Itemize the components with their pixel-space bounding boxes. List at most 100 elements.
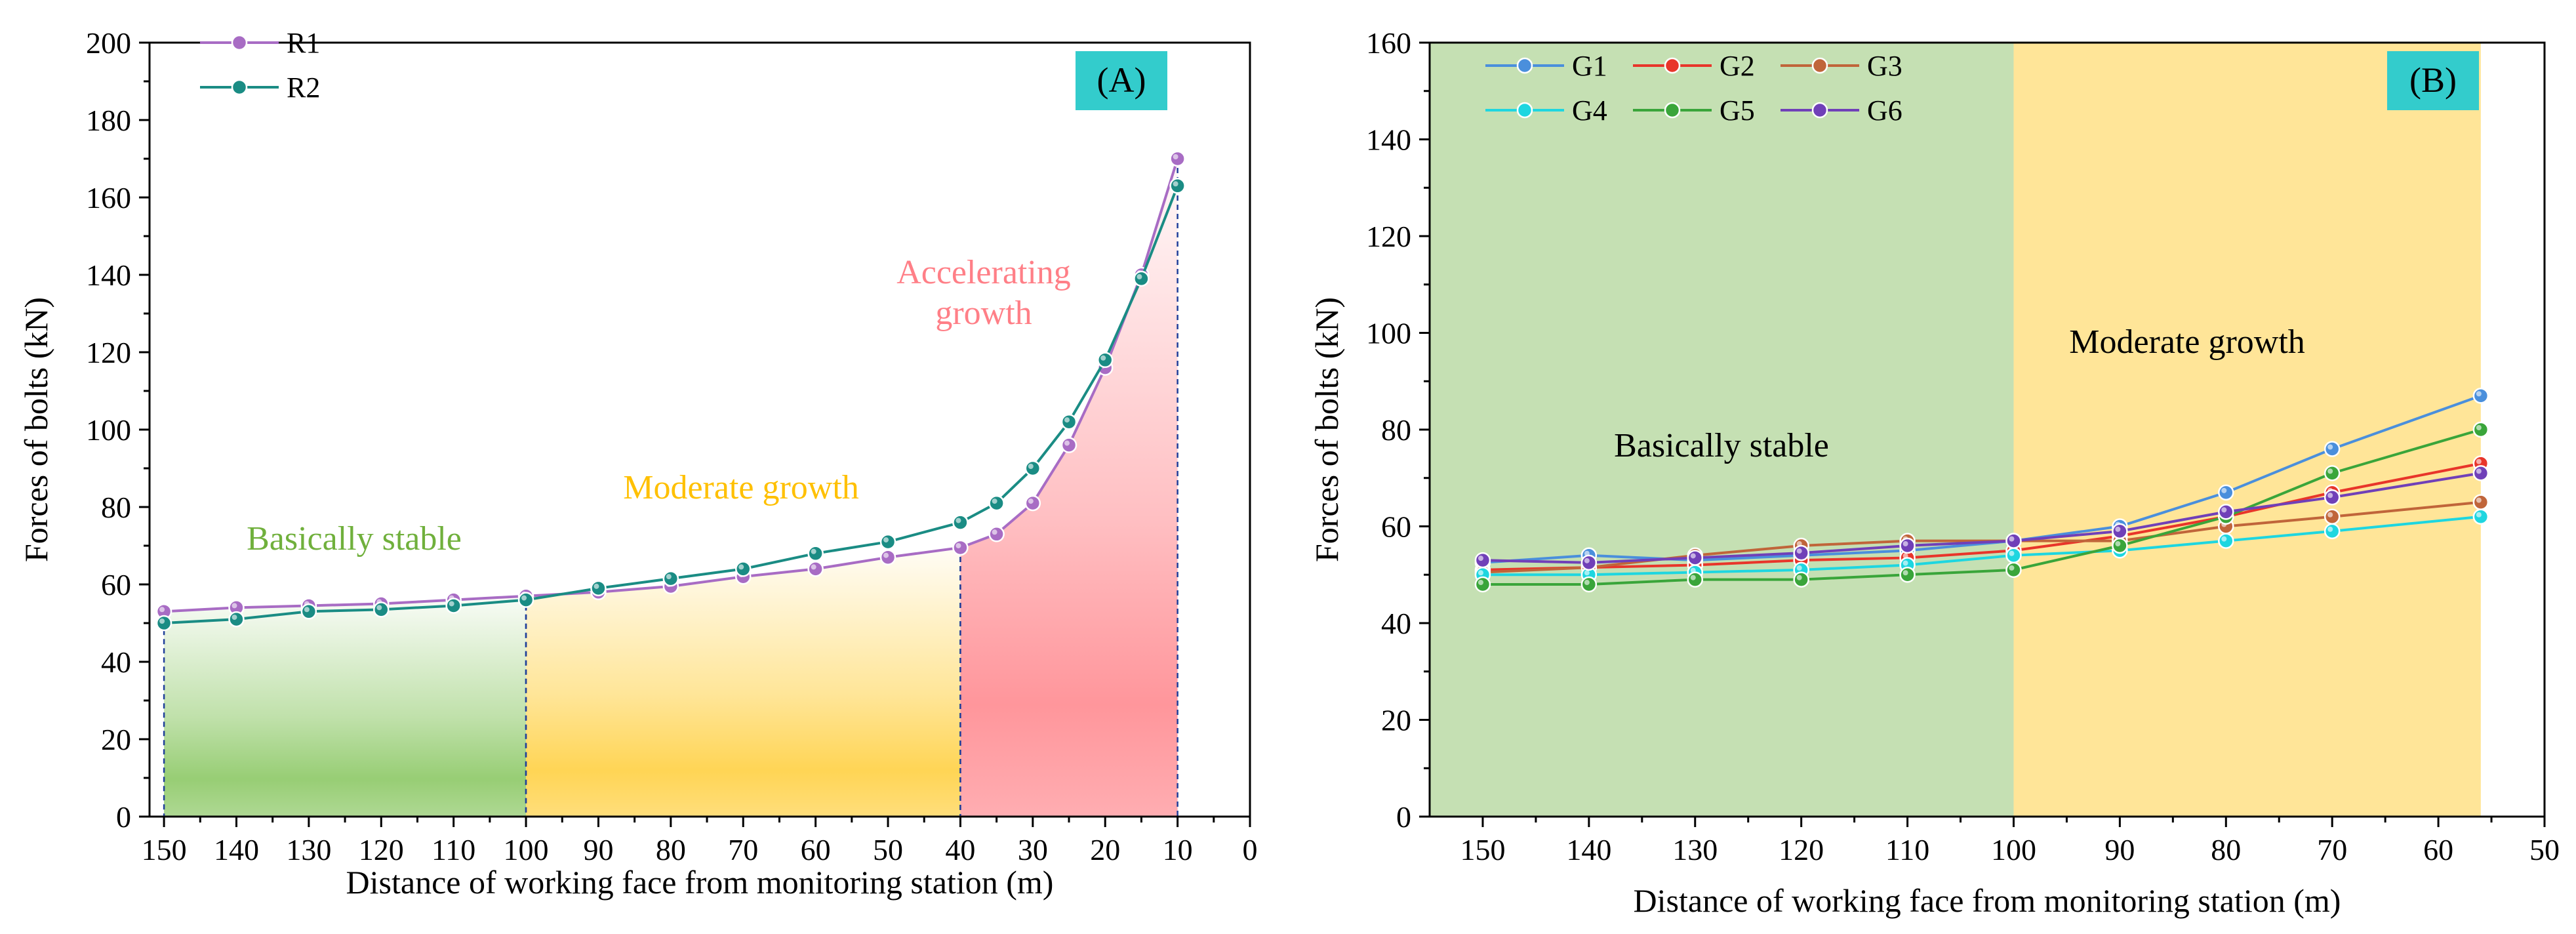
legend-marker-g6 — [1811, 102, 1828, 119]
legend-label-g5: G5 — [1720, 94, 1755, 127]
data-point-r2 — [590, 580, 607, 597]
data-point-g3 — [2472, 494, 2489, 510]
data-point-r2 — [1133, 270, 1150, 287]
panel-b-regions — [1430, 43, 2481, 817]
data-point-highlight — [2009, 565, 2015, 571]
data-point-highlight — [1028, 464, 1034, 469]
panel-a-series — [155, 150, 1186, 632]
data-point-g5 — [1899, 567, 1916, 583]
data-point-highlight — [883, 552, 889, 558]
data-point-highlight — [1137, 274, 1142, 279]
region-moderate-growth — [526, 547, 961, 817]
data-point-r2 — [445, 598, 462, 614]
data-point-r2 — [517, 592, 534, 608]
x-tick-label: 50 — [2529, 833, 2560, 866]
data-point-highlight — [231, 615, 237, 620]
legend-marker-g2 — [1664, 57, 1681, 74]
y-tick-label: 140 — [86, 258, 131, 292]
data-point-highlight — [1902, 541, 1908, 546]
data-point-r2 — [373, 601, 390, 618]
series-line-g5 — [1482, 428, 2482, 586]
data-point-g4 — [2005, 547, 2022, 563]
data-point-g1 — [2324, 441, 2341, 457]
data-point-highlight — [376, 605, 382, 611]
data-point-g6 — [2472, 465, 2489, 481]
region-basically-stable — [164, 596, 527, 817]
data-point-highlight — [883, 537, 889, 543]
data-point-highlight — [1902, 570, 1908, 576]
data-point-g6 — [2218, 504, 2234, 520]
data-point-highlight — [159, 619, 165, 624]
data-point-highlight — [666, 574, 672, 580]
data-point-highlight — [956, 518, 961, 523]
data-point-g6 — [1580, 554, 1598, 571]
x-tick-label: 10 — [1163, 833, 1193, 866]
data-point-highlight — [521, 595, 527, 601]
panel-b: Basically stable Moderate growth 150 140 13… — [1308, 26, 2560, 919]
legend-marker-g4 — [1516, 102, 1533, 119]
x-tick-label: 130 — [1672, 833, 1718, 866]
data-point-r2 — [988, 495, 1005, 512]
data-point-g3 — [2324, 508, 2341, 525]
data-point-highlight — [2009, 536, 2015, 542]
region-label: Accelerating growth — [896, 254, 1071, 332]
legend-marker-g3 — [1811, 57, 1828, 74]
x-tick-label: 130 — [286, 833, 331, 866]
data-point-highlight — [2221, 487, 2227, 493]
data-point-g4 — [2218, 533, 2234, 549]
series-line-g1 — [1482, 394, 2482, 564]
data-point-highlight — [1902, 560, 1908, 566]
data-point-r2 — [1169, 178, 1186, 194]
panel-a-axes: 150 140 130 120 110 100 90 80 70 60 50 40 30 20 10 0020… — [86, 26, 1258, 866]
region-label: Basically stable — [247, 520, 462, 558]
x-tick-label: 90 — [583, 833, 613, 866]
x-tick-label: 70 — [728, 833, 758, 866]
y-tick-label: 0 — [116, 800, 131, 834]
y-tick-label: 40 — [1381, 607, 1411, 640]
data-point-r2 — [952, 514, 969, 531]
data-point-highlight — [1478, 570, 1483, 576]
data-point-highlight — [2476, 425, 2482, 430]
data-point-highlight — [1028, 498, 1034, 504]
data-point-g6 — [1474, 552, 1491, 569]
series-line-g4 — [1482, 515, 2482, 577]
panel-b-legend: G1 G2 G3 G4 G5 G6 — [1485, 50, 1902, 127]
x-tick-label: 50 — [873, 833, 903, 866]
x-tick-label: 90 — [2104, 833, 2135, 866]
legend-label-r2: R2 — [287, 71, 320, 104]
data-point-highlight — [2327, 526, 2333, 532]
y-tick-label: 40 — [101, 645, 131, 679]
x-tick-label: 60 — [801, 833, 831, 866]
data-point-g5 — [2005, 561, 2022, 579]
x-tick-label: 60 — [2423, 833, 2453, 866]
x-tick-label: 80 — [656, 833, 686, 866]
data-point-g5 — [2112, 537, 2128, 554]
data-point-r2 — [879, 533, 896, 550]
y-tick-label: 80 — [1381, 413, 1411, 447]
region-label-line: growth — [935, 294, 1032, 332]
series-line-r2 — [163, 185, 1179, 624]
data-point-highlight — [2327, 468, 2333, 474]
data-point-highlight — [2476, 458, 2482, 464]
data-point-highlight — [2327, 493, 2333, 498]
x-tick-label: 120 — [1779, 833, 1824, 866]
data-point-highlight — [1796, 565, 1802, 571]
panel-b-label-box — [2387, 51, 2479, 110]
data-point-highlight — [992, 529, 997, 535]
data-point-highlight — [2327, 444, 2333, 450]
data-point-highlight — [1173, 154, 1178, 159]
panel-b-axes: 150 140 130 120 110 100 90 80 70 60 50 0 20 40 60 80 100… — [1366, 26, 2560, 866]
legend-marker-r2 — [231, 79, 248, 96]
data-point-highlight — [2476, 391, 2482, 397]
panel-a-label-box — [1076, 51, 1167, 110]
panel-b-series — [1474, 388, 2489, 593]
data-point-g6 — [2005, 533, 2022, 549]
panel-a-xlabel: Distance of working face from monitoring… — [346, 864, 1054, 901]
data-point-g5 — [1793, 571, 1809, 588]
y-tick-label: 180 — [86, 104, 131, 137]
data-point-g5 — [1687, 571, 1704, 588]
y-tick-label: 160 — [1366, 26, 1411, 60]
panel-b-region-labels: Basically stable Moderate growth — [1614, 323, 2305, 464]
data-point-g4 — [2472, 508, 2489, 525]
y-tick-label: 160 — [86, 181, 131, 214]
